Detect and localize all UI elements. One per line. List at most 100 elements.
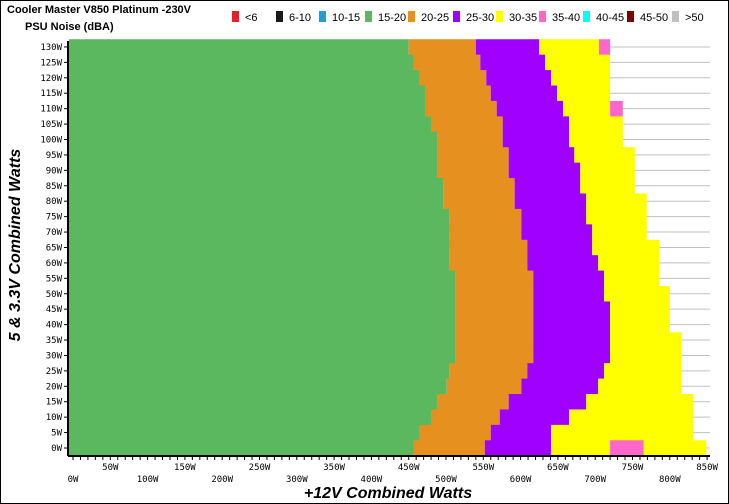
legend-label: <6 [245, 12, 258, 24]
heatmap-cell [455, 347, 534, 364]
heatmap-cell [569, 409, 693, 426]
heatmap-cell [545, 54, 611, 71]
heatmap-cell [610, 440, 644, 457]
heatmap-cell [508, 394, 587, 410]
heatmap-cell [69, 54, 414, 71]
legend-label: 35-40 [552, 12, 580, 24]
y-tick-label: 95W [46, 151, 63, 161]
heatmap-cell [586, 394, 693, 410]
heatmap-cell [508, 147, 575, 164]
heatmap-cell [455, 301, 534, 318]
heatmap-cell [569, 116, 623, 133]
legend-label: >50 [685, 12, 704, 24]
heatmap-cell [527, 255, 599, 272]
legend-swatch [365, 11, 372, 22]
heatmap-cell [533, 270, 605, 287]
heatmap-cell [413, 440, 485, 457]
y-tick-label: 75W [46, 213, 63, 223]
heatmap-cell [610, 301, 670, 318]
heatmap-cell [69, 301, 456, 318]
heatmap-cell [521, 224, 593, 241]
legend-label: 20-25 [421, 12, 449, 24]
heatmap-cell [69, 347, 456, 364]
heatmap-cell [69, 193, 444, 210]
legend-swatch [319, 11, 326, 22]
legend-swatch [583, 11, 590, 22]
heatmap-cell [431, 116, 503, 133]
x-tick-label: 600W [510, 475, 532, 485]
heatmap-cell [521, 208, 587, 225]
x-tick-label: 50W [102, 463, 119, 473]
heatmap-cell [586, 208, 647, 225]
heatmap-cell [69, 147, 438, 164]
heatmap-cell [443, 178, 515, 194]
y-tick-label: 115W [40, 89, 62, 99]
heatmap-cell [502, 131, 570, 148]
heatmap-cell [527, 363, 605, 380]
heatmap-cell [455, 286, 534, 302]
heatmap-cell [69, 363, 450, 380]
heatmap-cell [484, 440, 552, 457]
y-tick-label: 15W [46, 398, 63, 408]
legend-label: 10-15 [332, 12, 360, 24]
heatmap-cell [604, 286, 670, 302]
heatmap-cell [408, 39, 476, 56]
heatmap-cell [533, 332, 611, 349]
heatmap-cell [69, 224, 450, 241]
heatmap-cell [69, 270, 456, 287]
legend-label: 6-10 [289, 12, 311, 24]
y-tick-label: 20W [46, 382, 63, 392]
legend-label: 45-50 [640, 12, 668, 24]
heatmap-cell [425, 100, 497, 117]
heatmap-cell [508, 162, 581, 179]
heatmap-cell [533, 301, 611, 318]
heatmap-cell [539, 39, 599, 56]
x-tick-label: 200W [211, 475, 233, 485]
heatmap-cell [69, 286, 456, 302]
heatmap-cell [449, 208, 522, 225]
heatmap-cell [569, 131, 623, 148]
y-tick-label: 5W [51, 429, 62, 439]
heatmap-cell [514, 178, 581, 194]
heatmap-cell [598, 39, 611, 56]
heatmap-cell [69, 131, 438, 148]
y-tick-label: 130W [40, 43, 62, 53]
heatmap-cell [580, 162, 635, 179]
heatmap-cell [69, 100, 426, 117]
legend-swatch [453, 11, 460, 22]
heatmap-cell [502, 116, 570, 133]
x-tick-label: 750W [622, 463, 644, 473]
y-tick-label: 90W [46, 166, 63, 176]
heatmap-cell [533, 347, 611, 364]
heatmap-cell [419, 70, 487, 87]
chart-title: Cooler Master V850 Platinum -230V [7, 4, 192, 16]
x-tick-label: 300W [286, 475, 308, 485]
heatmap-cell [490, 85, 558, 102]
heatmap-cell [592, 239, 660, 256]
heatmap-cell [449, 224, 522, 241]
heatmap-cell [431, 409, 500, 426]
heatmap-cell [69, 239, 450, 256]
legend-label: 25-30 [466, 12, 494, 24]
legend-swatch [539, 11, 546, 22]
legend-swatch [672, 11, 679, 22]
x-tick-label: 700W [584, 475, 606, 485]
heatmap-cell [592, 224, 647, 241]
heatmap-cell [425, 85, 491, 102]
y-tick-label: 40W [46, 321, 63, 331]
heatmap-cell [521, 378, 599, 395]
legend-swatch [232, 11, 239, 22]
heatmap-cell [551, 440, 611, 457]
y-tick-label: 30W [46, 351, 63, 361]
y-tick-label: 70W [46, 228, 63, 238]
y-tick-label: 110W [40, 105, 62, 115]
heatmap-cell [419, 424, 491, 441]
y-tick-label: 125W [40, 58, 62, 68]
heatmap-cell [496, 100, 564, 117]
x-tick-label: 350W [323, 463, 345, 473]
heatmap-cell [69, 409, 432, 426]
x-tick-label: 650W [547, 463, 569, 473]
y-tick-label: 65W [46, 243, 63, 253]
x-tick-label: 150W [174, 463, 196, 473]
